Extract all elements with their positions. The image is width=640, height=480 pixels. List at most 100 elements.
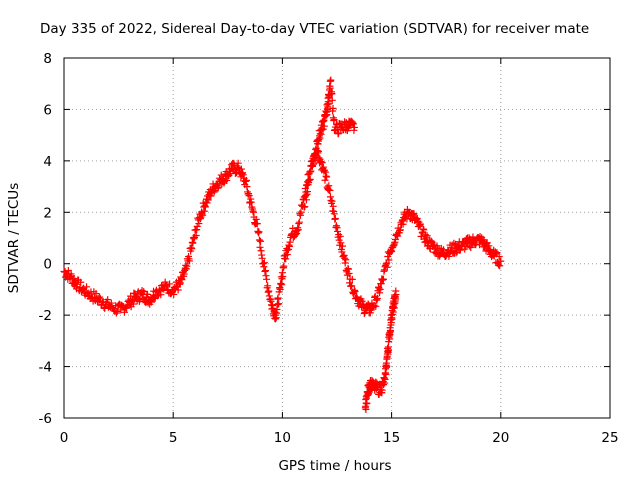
data-point [255,228,263,236]
data-point [217,171,225,179]
data-point [203,199,211,207]
x-tick-label: 10 [274,430,291,446]
data-point [274,294,282,302]
data-point [319,125,327,133]
y-tick-label: 6 [43,102,52,118]
x-tick-label: 20 [492,430,509,446]
data-point [343,271,351,279]
x-tick-label: 15 [383,430,400,446]
data-point [376,286,384,294]
data-point [204,196,212,204]
data-point [242,176,250,184]
axis-ticks [63,57,611,419]
data-point [335,129,343,137]
data-point [256,243,264,251]
data-point [326,186,334,194]
y-tick-label: -6 [39,411,52,427]
data-point [379,275,387,283]
x-tick-label: 25 [601,430,618,446]
data-point [294,226,302,234]
x-tick-label: 0 [60,430,69,446]
data-point [264,282,272,290]
data-point [318,159,326,167]
data-point [383,263,391,271]
data-point [399,220,407,228]
data-point [396,226,404,234]
x-axis-label: GPS time / hours [278,458,391,474]
grid-lines [64,58,610,418]
data-point [373,294,381,302]
data-point [113,308,121,316]
data-point [328,90,336,98]
data-point [497,257,505,265]
data-point [330,116,338,124]
data-point [342,256,350,264]
data-point [223,176,231,184]
data-point [280,262,288,270]
data-point [178,276,186,284]
data-point [188,245,196,253]
data-point [176,279,184,287]
data-point [410,210,418,218]
data-point [326,84,334,92]
data-point [349,120,357,128]
x-tick-label: 5 [169,430,178,446]
data-point [380,381,388,389]
data-point [195,220,203,228]
data-point [392,291,400,299]
data-point [338,242,346,250]
data-point [78,286,86,294]
plot-frame [63,57,611,419]
data-point [199,211,207,219]
data-point [112,309,120,317]
data-point [348,282,356,290]
y-tick-label: -2 [39,308,52,324]
data-point [351,287,359,295]
data-point [186,257,194,265]
data-point [162,281,170,289]
data-point [370,301,378,309]
data-point [101,304,109,312]
data-point [394,232,402,240]
data-point [420,226,428,234]
data-point [337,239,345,247]
data-point [129,300,137,308]
data-point [96,293,104,301]
data-point [170,290,178,298]
y-axis-label: SDTVAR / TECUs [6,183,22,293]
data-point [317,158,325,166]
data-point [378,386,386,394]
y-tick-label: 0 [43,257,52,273]
data-point [295,218,303,226]
data-point [345,269,353,277]
data-point [348,275,356,283]
data-point [120,308,128,316]
y-tick-labels: -6 -4 -2 0 2 4 6 8 [39,51,52,427]
data-point [282,255,290,263]
data-point [306,175,314,183]
data-point [331,214,339,222]
data-point [107,299,115,307]
data-point [174,286,182,294]
data-point [366,309,374,317]
data-point [423,232,431,240]
y-tick-label: 4 [43,154,52,170]
data-point [144,290,152,298]
data-point [297,208,305,216]
y-tick-label: 2 [43,205,52,221]
data-point [372,302,380,310]
data-point [260,259,268,267]
data-point [421,231,429,239]
data-point [328,96,336,104]
data-point [329,104,337,112]
data-point [336,232,344,240]
data-point [350,123,358,131]
y-tick-label: 8 [43,51,52,67]
data-point [493,249,501,257]
data-point [390,304,398,312]
data-point [278,281,286,289]
data-point [372,385,380,393]
data-point [77,278,85,286]
y-tick-label: -4 [39,360,52,376]
